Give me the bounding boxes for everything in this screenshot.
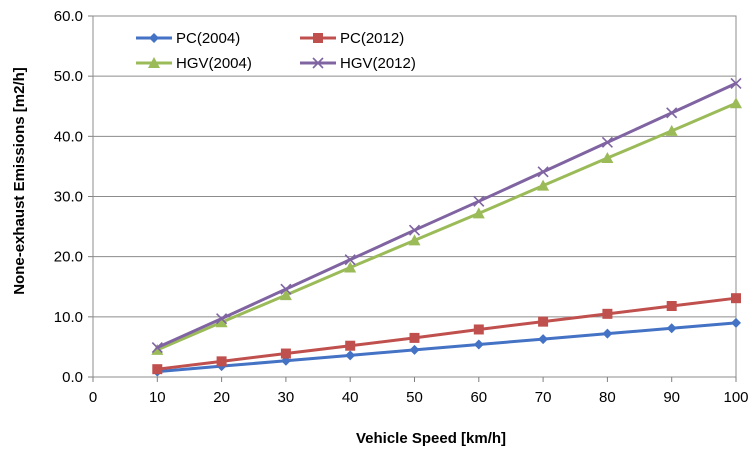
legend-item: HGV(2012): [300, 55, 416, 72]
y-tick-label: 60.0: [54, 8, 83, 25]
legend-label: PC(2004): [176, 30, 240, 47]
y-tick-label: 40.0: [54, 128, 83, 145]
y-axis-title: None-exhaust Emissions [m2/h]: [11, 67, 28, 295]
series: [151, 77, 742, 377]
data-point: [151, 341, 163, 354]
data-point: [408, 224, 421, 236]
data-point: [344, 254, 356, 266]
legend: PC(2004) PC(2012) HGV(2004) HGV(2012): [136, 30, 416, 72]
data-point: [280, 348, 291, 359]
data-point: [151, 343, 164, 355]
data-point: [666, 301, 677, 312]
data-point: [538, 316, 549, 327]
data-point: [730, 97, 742, 109]
series: [151, 77, 742, 354]
data-point-stroke: [473, 195, 485, 207]
data-point: [537, 179, 550, 191]
data-point: [601, 151, 614, 163]
legend-label: PC(2012): [340, 30, 404, 47]
data-point: [602, 328, 613, 339]
data-point: [409, 332, 420, 343]
data-point: [473, 195, 485, 207]
x-tick-label: 20: [213, 389, 230, 406]
data-point-stroke: [151, 341, 163, 354]
x-tick-label: 30: [278, 389, 295, 406]
x-tick-label: 70: [535, 389, 552, 406]
data-point-stroke: [408, 224, 421, 236]
data-point: [215, 316, 228, 328]
x-tick-label: 80: [599, 389, 616, 406]
x-axis-title: Vehicle Speed [km/h]: [356, 430, 506, 447]
data-point: [731, 317, 741, 328]
legend-label: HGV(2012): [340, 55, 416, 72]
data-point-stroke: [601, 136, 613, 148]
data-point-stroke: [344, 254, 356, 266]
y-tick-label: 20.0: [54, 249, 83, 266]
axes: 0.0 10.0 20.0 30.0 40.0 50.0 60.0 0 10 20 30 40 50 60…: [54, 8, 749, 406]
data-point: [280, 283, 292, 295]
legend-item: PC(2012): [300, 30, 404, 47]
series: [152, 293, 741, 375]
data-point: [216, 356, 227, 367]
x-tick-label: 40: [342, 389, 359, 406]
data-point: [408, 234, 421, 246]
data-point-stroke: [216, 313, 228, 325]
x-tick-label: 0: [89, 389, 97, 406]
data-point-stroke: [537, 166, 549, 178]
legend-item: PC(2004): [136, 30, 240, 47]
data-point: [345, 340, 356, 351]
data-point: [473, 324, 484, 335]
data-point: [537, 166, 549, 178]
data-point: [216, 313, 228, 325]
data-point: [148, 57, 160, 68]
data-point: [601, 136, 613, 148]
x-tick-label: 60: [470, 389, 487, 406]
x-tick-label: 90: [663, 389, 680, 406]
series-line: [157, 321, 737, 374]
data-point: [409, 344, 420, 355]
data-point-stroke: [280, 283, 292, 295]
data-point: [666, 323, 677, 334]
data-point: [538, 334, 549, 345]
data-point: [149, 33, 159, 43]
x-tick-label: 100: [723, 389, 748, 406]
data-point: [731, 293, 741, 304]
data-point: [344, 261, 357, 273]
y-tick-label: 0.0: [62, 369, 83, 386]
data-point: [312, 57, 324, 69]
series-line: [156, 101, 737, 352]
y-tick-label: 10.0: [54, 309, 83, 326]
data-point: [472, 207, 485, 219]
legend-item: HGV(2004): [136, 55, 252, 72]
data-point: [313, 33, 323, 43]
data-point: [730, 77, 742, 89]
data-point: [665, 124, 678, 136]
data-point: [473, 339, 484, 350]
y-tick-label: 30.0: [54, 189, 83, 206]
data-point-stroke: [666, 107, 678, 119]
x-tick-label: 50: [406, 389, 423, 406]
data-point: [345, 350, 356, 361]
series-line: [157, 296, 737, 371]
x-tick-label: 10: [149, 389, 166, 406]
legend-label: HGV(2004): [176, 55, 252, 72]
series-line: [156, 82, 737, 349]
data-point: [152, 364, 163, 375]
series: [152, 317, 741, 377]
y-tick-label: 50.0: [54, 68, 83, 85]
series: [151, 97, 742, 355]
data-point: [666, 107, 678, 119]
data-point-stroke: [312, 57, 324, 69]
data-point: [279, 289, 292, 301]
data-point: [602, 308, 613, 319]
data-point-stroke: [730, 77, 742, 89]
